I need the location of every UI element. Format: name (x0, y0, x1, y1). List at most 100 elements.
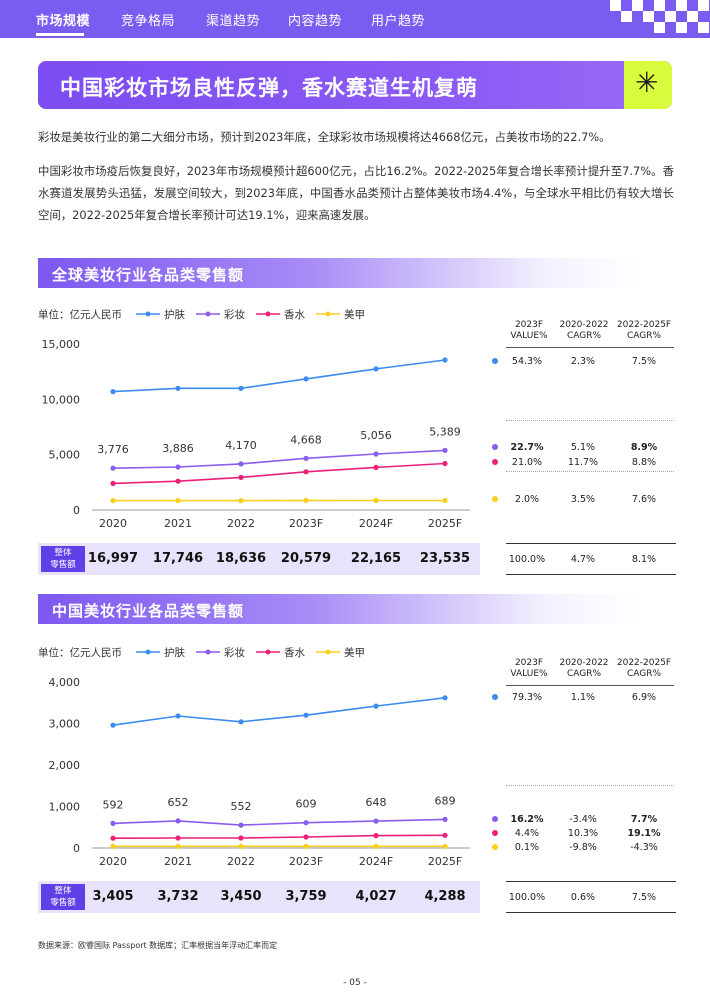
series-dot-nails (492, 844, 498, 850)
y-tick-label: 15,000 (42, 338, 81, 351)
data-point-nails (110, 498, 116, 504)
data-point-skincare (442, 357, 448, 363)
total-value: 3,405 (92, 889, 134, 904)
tab-competition[interactable]: 竞争格局 (121, 14, 176, 29)
tab-content-trends[interactable]: 内容趋势 (288, 14, 343, 29)
col-header-line: CAGR% (566, 331, 602, 341)
x-tick-label: 2021 (164, 517, 192, 530)
total-value: 20,579 (280, 551, 332, 566)
stats-row-nails: 2.0% 3.5% 7.6% (492, 494, 674, 506)
data-label-makeup: 5,056 (360, 429, 392, 442)
total-value: 4,288 (424, 889, 466, 904)
data-point-fragrance (373, 833, 379, 839)
series-line-makeup (112, 818, 446, 826)
total-stats-china: 100.0% 0.6% 7.5% (506, 881, 676, 913)
series-dot-fragrance (492, 830, 498, 836)
page-title: 中国彩妆市场良性反弹，香水赛道生机复萌 (60, 76, 478, 100)
legend-line-icon (316, 311, 340, 317)
series-line-fragrance (112, 462, 446, 485)
total-share: 100.0% (508, 892, 546, 903)
data-point-fragrance (303, 469, 309, 475)
x-tick-label: 2025F (428, 517, 462, 530)
tab-user-trends[interactable]: 用户趋势 (371, 14, 426, 29)
data-point-skincare (238, 719, 244, 725)
series-line-skincare (112, 697, 446, 726)
data-point-nails (303, 497, 309, 503)
row-separator (506, 420, 674, 421)
x-tick-label: 2022 (227, 517, 255, 530)
col-header-cagr-forecast: 2022-2025F CAGR% (614, 320, 674, 342)
data-point-skincare (175, 713, 181, 719)
col-header-line: CAGR% (626, 669, 662, 679)
stats-row-skincare: 54.3% 2.3% 7.5% (492, 356, 674, 368)
tab-channel-trends[interactable]: 渠道趋势 (206, 14, 261, 29)
data-point-makeup (373, 818, 379, 824)
data-point-skincare (373, 703, 379, 709)
page-number: - 05 - (343, 978, 367, 988)
total-stats-global: 100.0% 4.7% 8.1% (506, 543, 676, 575)
stats-row-makeup: 16.2% -3.4% 7.7% (492, 814, 674, 826)
total-row-china: 整体 零售额 3,405 3,732 3,450 3,759 4,027 4,288 (38, 881, 480, 913)
x-tick-label: 2024F (359, 855, 393, 868)
data-point-skincare (110, 722, 116, 728)
total-value: 4,027 (355, 889, 397, 904)
stats-row-skincare: 79.3% 1.1% 6.9% (492, 692, 674, 704)
col-header-value: 2023F VALUE% (506, 658, 552, 680)
data-point-makeup (110, 465, 116, 471)
row-separator (506, 471, 674, 472)
section-title-china: 中国美妆行业各品类零售额 (52, 602, 245, 620)
legend-label: 彩妆 (224, 309, 245, 321)
cagr-forecast: 7.6% (631, 494, 657, 505)
data-point-makeup (373, 451, 379, 457)
data-label-makeup: 652 (168, 796, 189, 809)
series-line-fragrance (112, 834, 446, 839)
section-title-global: 全球美妆行业各品类零售额 (52, 266, 245, 284)
data-point-fragrance (442, 460, 448, 467)
data-point-nails (110, 843, 116, 849)
total-label-badge: 整体 零售额 (41, 546, 85, 572)
share-value: 0.1% (514, 842, 540, 853)
data-point-nails (175, 498, 181, 504)
total-label-line: 整体 (54, 886, 72, 896)
total-cagr-historical: 0.6% (570, 892, 596, 903)
stats-table-china: 2023F VALUE% 2020-2022 CAGR% 2022-2025F CAGR%… (492, 658, 674, 858)
data-point-makeup (303, 455, 309, 461)
legend-global: 单位：亿元人民币 护肤 彩妆 香水 美甲 (38, 306, 478, 322)
col-header-line: 2023F (514, 320, 544, 330)
total-share: 100.0% (508, 554, 546, 565)
total-value: 3,759 (285, 889, 327, 904)
share-value: 16.2% (510, 814, 544, 825)
legend-label: 护肤 (164, 647, 185, 659)
tab-market-size[interactable]: 市场规模 (36, 14, 91, 29)
intro-paragraph-2: 中国彩妆市场疫后恢复良好，2023年市场规模预计超600亿元，占比16.2%。2… (38, 164, 674, 222)
legend-line-icon (256, 311, 280, 317)
y-tick-label: 0 (73, 504, 80, 517)
y-tick-label: 0 (73, 842, 80, 855)
total-value: 23,535 (419, 551, 471, 566)
x-tick-label: 2020 (99, 517, 127, 530)
data-point-nails (175, 843, 181, 849)
data-point-makeup (110, 820, 116, 826)
total-label-line: 整体 (54, 548, 72, 558)
col-header-line: 2023F (514, 658, 544, 668)
col-header-cagr-hist: 2020-2022 CAGR% (556, 320, 612, 342)
data-point-makeup (238, 461, 244, 467)
row-separator (506, 785, 674, 786)
cagr-forecast: 7.7% (630, 814, 658, 825)
legend-china: 单位：亿元人民币 护肤 彩妆 香水 美甲 (38, 644, 478, 660)
header-separator (506, 685, 674, 686)
stats-row-makeup: 22.7% 5.1% 8.9% (492, 442, 674, 454)
data-point-nails (238, 498, 244, 504)
active-tab-indicator (36, 33, 84, 36)
data-point-nails (238, 843, 244, 849)
y-tick-label: 2,000 (49, 759, 81, 772)
col-header-line: 2022-2025F (616, 658, 672, 668)
cagr-historical: 11.7% (567, 457, 599, 468)
unit-label: 单位：亿元人民币 (38, 309, 122, 321)
series-dot-skincare (492, 358, 498, 364)
total-label-line: 零售额 (50, 560, 76, 570)
data-point-fragrance (175, 835, 181, 841)
data-point-fragrance (110, 480, 116, 486)
cagr-forecast: -4.3% (630, 842, 658, 853)
legend-label: 香水 (284, 309, 305, 321)
